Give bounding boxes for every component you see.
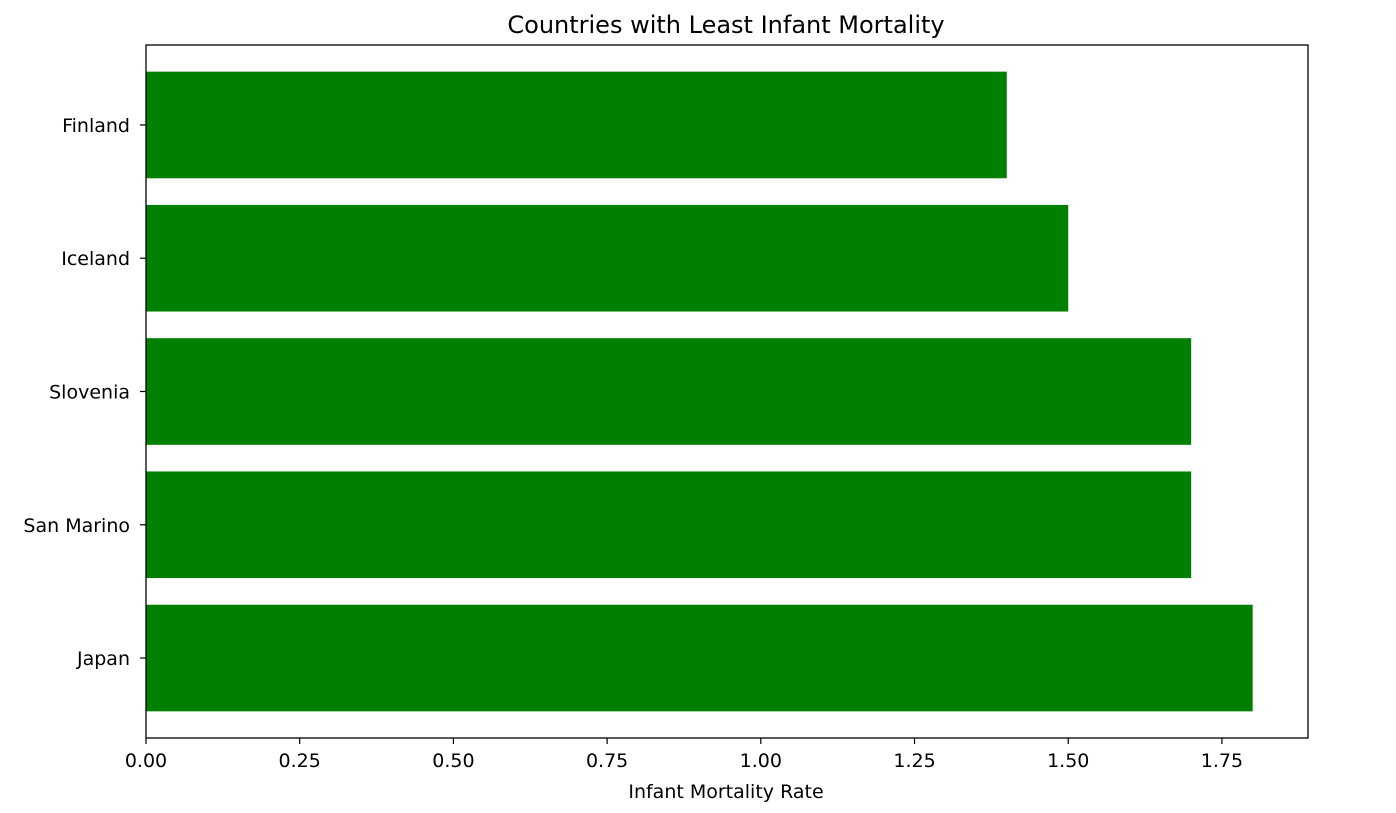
bar-japan (146, 604, 1253, 712)
y-axis-ticks: Japan San Marino Slovenia Iceland Finland (23, 115, 146, 670)
x-tick-label: 0.75 (586, 750, 628, 772)
bar-iceland (146, 204, 1069, 312)
y-tick-label: Japan (76, 648, 130, 670)
plot-area-frame (145, 44, 1309, 739)
bar-san-marino (146, 471, 1192, 579)
x-axis-ticks: 0.00 0.25 0.50 0.75 1.00 1.25 1.50 1.75 (125, 738, 1243, 772)
bar-finland (146, 71, 1007, 179)
bars-group (146, 71, 1253, 712)
y-tick-label: Slovenia (49, 382, 130, 404)
y-tick-label: Iceland (61, 248, 130, 270)
x-tick-label: 1.00 (740, 750, 782, 772)
y-tick-label: San Marino (23, 515, 130, 537)
x-tick-label: 0.25 (279, 750, 321, 772)
x-tick-label: 0.00 (125, 750, 167, 772)
x-tick-label: 1.50 (1047, 750, 1089, 772)
x-tick-label: 1.75 (1201, 750, 1243, 772)
x-tick-label: 0.50 (432, 750, 474, 772)
y-tick-label: Finland (62, 115, 130, 137)
x-axis-label: Infant Mortality Rate (628, 781, 823, 803)
chart-title: Countries with Least Infant Mortality (507, 11, 944, 39)
x-tick-label: 1.25 (893, 750, 935, 772)
bar-slovenia (146, 338, 1192, 445)
